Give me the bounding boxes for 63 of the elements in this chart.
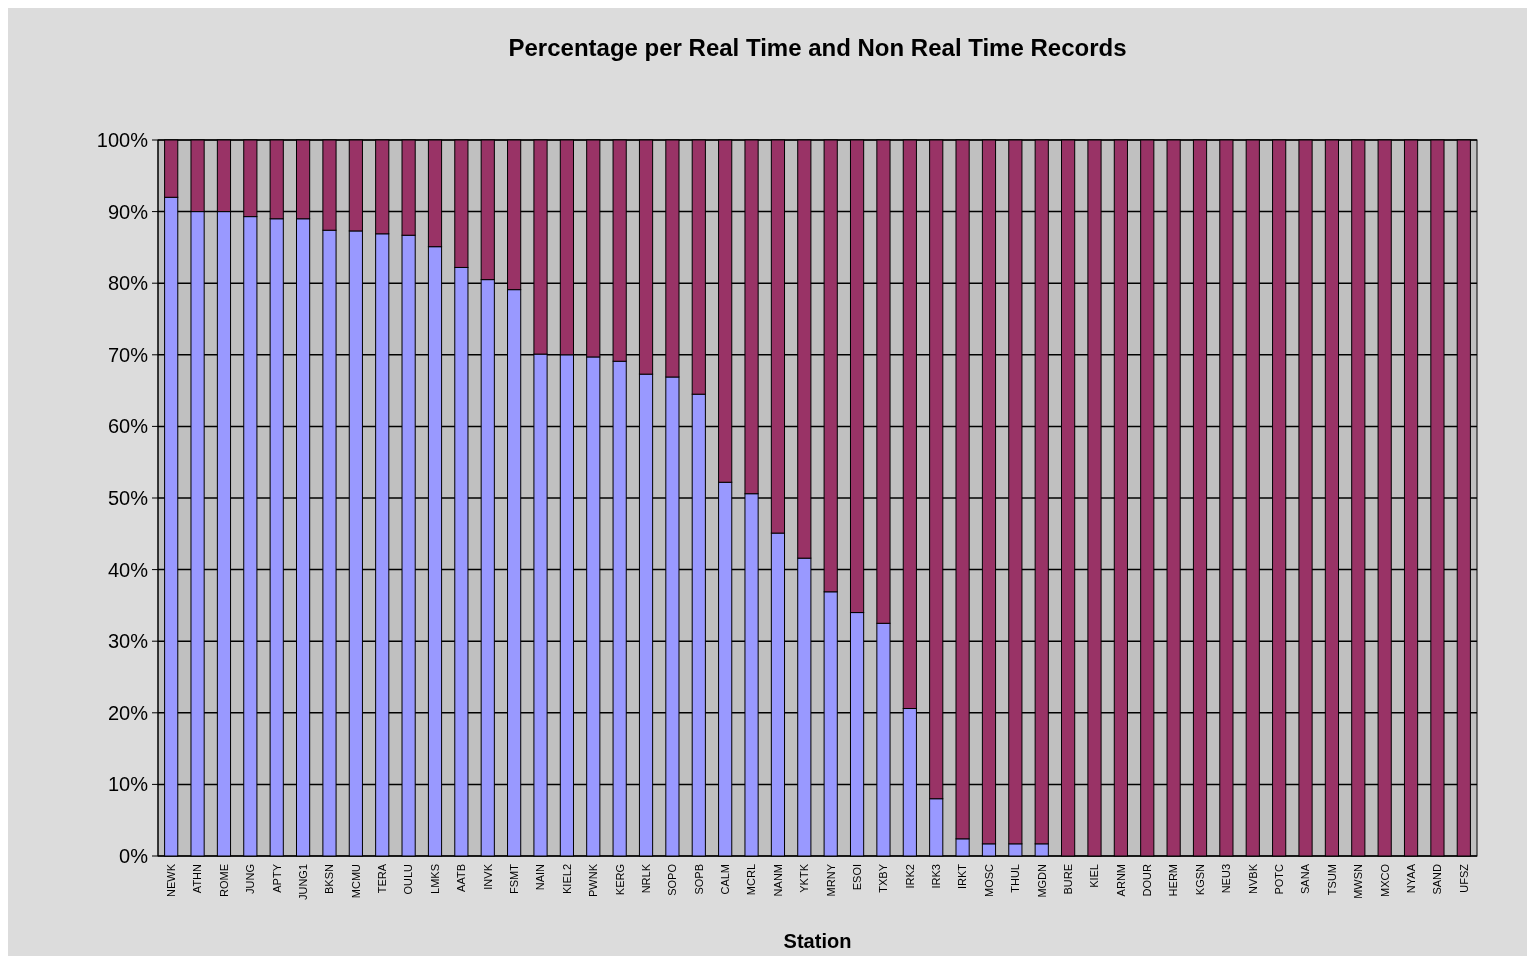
x-tick-label: SANA — [1299, 863, 1312, 894]
x-tick-label: MXCO — [1378, 863, 1391, 897]
x-tick-label: SOPO — [666, 863, 679, 896]
x-tick-label: PWNK — [587, 863, 600, 897]
x-tick-label: APTY — [270, 863, 283, 893]
x-tick-label: IRK2 — [903, 864, 916, 889]
x-tick-label: NEWK — [165, 863, 178, 897]
x-tick-label: JUNG1 — [296, 864, 309, 901]
y-tick-label: 100% — [96, 129, 149, 151]
chart-title: Percentage per Real Time and Non Real Time Records — [508, 34, 1127, 61]
y-tick-label: 50% — [107, 487, 149, 509]
x-tick-label: KERG — [613, 864, 626, 896]
x-tick-label: BKSN — [323, 863, 336, 894]
y-tick-label: 70% — [107, 343, 149, 366]
y-tick-label: 10% — [107, 773, 149, 796]
x-tick-label: TSUM — [1325, 864, 1338, 896]
x-tick-label: TERA — [376, 863, 389, 894]
x-tick-label: MCRL — [745, 864, 758, 896]
y-tick-label: 0% — [119, 845, 149, 867]
x-tick-label: SAND — [1431, 863, 1444, 895]
x-tick-label: NAIN — [534, 863, 547, 891]
x-tick-label: KIEL2 — [560, 864, 573, 894]
x-tick-label: DOUR — [1141, 863, 1154, 897]
x-tick-label: MCMU — [349, 863, 362, 899]
x-tick-label: IRK3 — [930, 864, 943, 889]
x-tick-label: TXBY — [877, 863, 890, 893]
x-tick-label: FSMT — [507, 863, 520, 894]
y-tick-label: 30% — [107, 630, 149, 653]
x-tick-label: NANM — [771, 864, 784, 897]
x-tick-label: MRNY — [824, 863, 837, 897]
x-tick-label: AATB — [455, 864, 468, 892]
x-tick-label: THUL — [1009, 864, 1022, 893]
x-tick-label: KGSN — [1193, 863, 1206, 896]
x-tick-label: IRKT — [956, 863, 969, 890]
x-tick-label: NRLK — [639, 863, 652, 894]
y-tick-label: 20% — [107, 701, 149, 724]
y-tick-label: 60% — [107, 415, 149, 438]
y-tick-label: 80% — [107, 272, 149, 295]
x-tick-label: MGDN — [1035, 863, 1048, 898]
x-tick-label: NYAA — [1404, 863, 1417, 894]
x-axis-title: Station — [783, 930, 852, 952]
x-tick-label: ROME — [217, 864, 230, 897]
x-tick-label: SOPB — [692, 864, 705, 895]
x-tick-label: JUNG — [244, 864, 257, 894]
x-tick-label: KIEL — [1088, 864, 1101, 888]
x-tick-label: ARNM — [1114, 864, 1127, 897]
x-tick-label: UFSZ — [1457, 863, 1470, 893]
x-tick-label: YKTK — [798, 863, 811, 893]
x-tick-label: OULU — [402, 863, 415, 895]
x-tick-label: POTC — [1273, 863, 1285, 895]
x-tick-label: INVK — [481, 863, 494, 890]
x-tick-label: NEU3 — [1220, 864, 1233, 894]
x-tick-label: CALM — [719, 864, 732, 895]
x-tick-label: ATHN — [191, 863, 204, 894]
y-tick-label: 90% — [107, 200, 149, 223]
x-tick-label: MOSC — [982, 863, 995, 897]
y-tick-label: 40% — [107, 558, 149, 581]
x-tick-label: HERM — [1167, 864, 1180, 897]
x-tick-label: MWSN — [1352, 863, 1365, 899]
x-tick-label: ESOI — [850, 864, 863, 891]
x-tick-label: NVBK — [1246, 863, 1259, 894]
x-tick-label: BURE — [1061, 864, 1074, 895]
x-tick-label: LMKS — [428, 864, 441, 894]
